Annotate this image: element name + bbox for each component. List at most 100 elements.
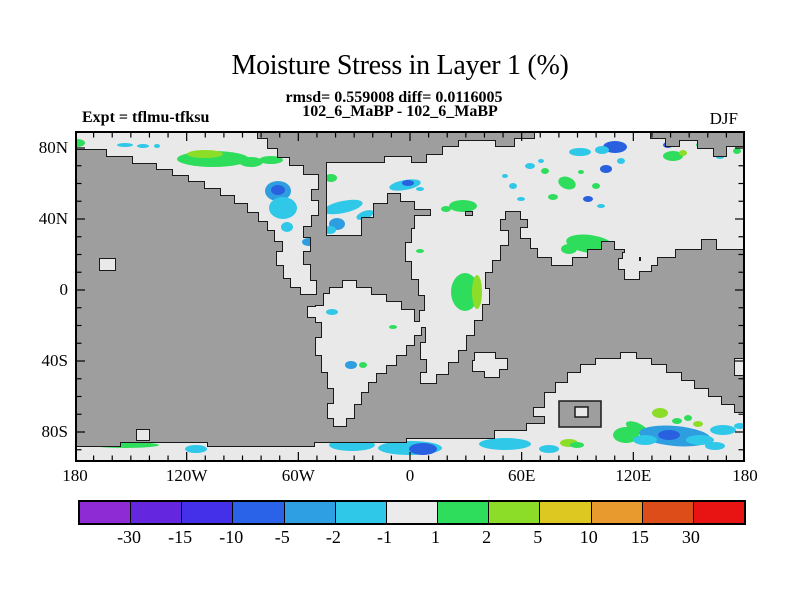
anomaly-patch-ygreen (187, 150, 223, 158)
landmass (75, 131, 318, 294)
anomaly-patch-ygreen (472, 275, 482, 309)
anomaly-patch-cyan (710, 425, 736, 435)
anomaly-patch-cyan (137, 144, 149, 148)
x-tick-label-180: 180 (732, 466, 758, 485)
colorbar-cell-9 (540, 502, 592, 523)
colorbar-label-2: 2 (482, 527, 492, 547)
anomaly-patch-ygreen (693, 421, 703, 427)
plot-frame (75, 131, 745, 462)
anomaly-patch-cyan (323, 199, 363, 215)
anomaly-patch-green (558, 176, 576, 190)
x-tick-label-120W: 120W (165, 466, 208, 485)
landmass (735, 359, 745, 375)
colorbar-cell-11 (642, 502, 694, 523)
anomaly-patch-green (441, 206, 451, 212)
x-tick-label-60W: 60W (281, 466, 315, 485)
y-tick-label-40S: 40S (41, 351, 68, 370)
y-tick-label-40N: 40N (38, 209, 68, 228)
tick-marks (75, 133, 745, 460)
colorbar-label-1: 1 (431, 527, 441, 547)
map-plot (75, 131, 745, 462)
anomaly-patch-cyan (539, 445, 559, 453)
anomaly-patch-cyan (479, 438, 531, 450)
anomaly-patch-cyan (517, 197, 525, 201)
anomaly-patch-cyan (269, 197, 297, 219)
colorbar-cell-5 (335, 502, 387, 523)
anomaly-patch-green (239, 157, 263, 167)
anomaly-patch-green (548, 194, 558, 200)
colorbar-cell-1 (131, 502, 183, 523)
anomaly-patch-green (416, 249, 424, 253)
season-label: DJF (709, 109, 738, 128)
anomaly-patch-green (359, 362, 367, 368)
figure-title: Moisture Stress in Layer 1 (%) (231, 50, 569, 81)
inland-island (574, 406, 589, 418)
anomaly-patch-green (733, 148, 741, 154)
colorbar-cell-7 (438, 502, 490, 523)
anomaly-patch-cyan (185, 445, 207, 453)
anomaly-patch-blue (409, 443, 437, 455)
anomaly-patch-lblue (345, 361, 357, 369)
comparison-line: 102_6_MaBP - 102_6_MaBP (302, 103, 498, 120)
colorbar-label--1: -1 (376, 527, 392, 547)
anomaly-patch-green (684, 415, 692, 421)
colorbar-label--2: -2 (325, 527, 341, 547)
y-tick-label-80S: 80S (41, 422, 68, 441)
anomaly-patch-cyan (595, 146, 609, 154)
colorbar (78, 500, 746, 525)
colorbar-cell-6 (386, 502, 439, 523)
colorbar-cell-4 (284, 502, 336, 523)
anomaly-patch-cyan (538, 159, 544, 163)
x-tick-label-180: 180 (62, 466, 88, 485)
anomaly-patch-cyan (356, 210, 374, 220)
landmass (137, 430, 149, 440)
anomaly-patch-blue (600, 165, 612, 173)
colorbar-label--15: -15 (168, 527, 193, 547)
landmass (308, 307, 322, 317)
anomaly-patch-cyan (569, 148, 591, 156)
x-tick-label-0: 0 (405, 466, 415, 485)
colorbar-cell-12 (693, 502, 745, 523)
anomaly-patch-cyan (525, 163, 535, 169)
anomaly-patch-blue (271, 185, 285, 195)
anomaly-patch-green (561, 244, 577, 254)
colorbar-label-5: 5 (533, 527, 543, 547)
anomaly-patch-ygreen (679, 150, 687, 156)
colorbar-cell-2 (182, 502, 234, 523)
anomaly-patch-cyan (509, 183, 517, 189)
colorbar-label-10: 10 (579, 527, 598, 547)
landmass (473, 353, 507, 377)
anomaly-patch-cyan (117, 143, 133, 147)
anomaly-patch-green (672, 418, 682, 424)
anomaly-patch-green (541, 168, 549, 174)
y-tick-label-0: 0 (59, 280, 69, 299)
anomaly-patch-cyan (597, 204, 605, 208)
anomaly-patch-blue (583, 196, 593, 202)
landmass (75, 353, 745, 462)
experiment-label: Expt = tflmu-tfksu (82, 109, 210, 126)
world-map (75, 131, 745, 462)
anomaly-patch-blue (658, 430, 680, 440)
anomaly-patch-green (592, 183, 600, 189)
anomaly-patch-green (325, 174, 337, 182)
x-tick-label-60E: 60E (507, 466, 536, 485)
anomaly-patch-cyan (617, 158, 625, 164)
anomaly-patch-cyan (502, 174, 508, 178)
anomaly-patch-green (663, 151, 683, 161)
x-tick-label-120E: 120E (615, 466, 652, 485)
colorbar-label-15: 15 (630, 527, 649, 547)
anomaly-patch-green (578, 170, 584, 174)
y-tick-label-80N: 80N (38, 138, 68, 157)
colorbar-cell-8 (489, 502, 541, 523)
anomaly-patch-cyan (633, 435, 657, 445)
anomaly-patch-green (389, 325, 397, 329)
anomaly-patch-green (259, 156, 283, 164)
landmass (619, 253, 651, 279)
anomaly-patch-green (451, 273, 479, 311)
landmass (327, 131, 745, 265)
landmass (316, 281, 421, 426)
anomaly-patch-cyan (324, 226, 336, 234)
anomaly-patch-ygreen (652, 408, 668, 418)
anomaly-patch-cyan (705, 442, 725, 450)
colorbar-label--30: -30 (117, 527, 142, 547)
